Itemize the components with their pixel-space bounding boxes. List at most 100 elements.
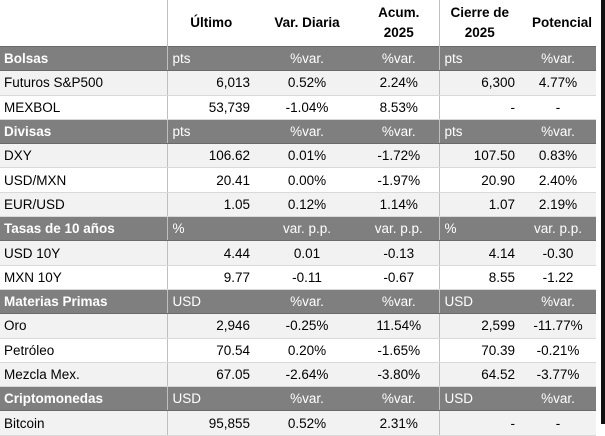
table-row: MXN 10Y 9.77 -0.11 -0.67 8.55 -1.22	[0, 265, 596, 290]
header-row: Último Var. Diaria Acum. 2025 Cierre de …	[0, 0, 596, 47]
section-row: Criptomonedas USD %var. %var. USD %var.	[0, 386, 596, 412]
section-unit-var: %var.	[255, 45, 359, 72]
row-potencial: -	[520, 95, 596, 120]
section-unit-acum: %var.	[359, 386, 440, 412]
row-acum: -1.65%	[359, 338, 440, 363]
row-name: Oro	[0, 313, 167, 339]
section-row: Tasas de 10 años% var. p.p. var. p.p.% var.…	[0, 216, 596, 242]
row-var-diaria: -0.11	[255, 265, 359, 290]
row-ultimo: 95,855	[166, 410, 255, 436]
row-ultimo: 67.05	[166, 362, 255, 388]
table-row: MEXBOL 53,739 -1.04% 8.53% - -	[0, 95, 596, 120]
row-var-diaria: 0.52%	[255, 70, 359, 96]
section-unit-cierre: %	[438, 216, 520, 242]
section-unit-potencial: %var.	[520, 118, 596, 145]
row-potencial: -11.77%	[520, 313, 596, 339]
row-var-diaria: -0.25%	[255, 313, 359, 339]
row-name: USD/MXN	[0, 167, 167, 193]
row-acum: -0.13	[359, 240, 440, 266]
section-unit-ultimo: USD	[166, 386, 255, 412]
section-unit-var: %var.	[255, 288, 359, 315]
section-unit-cierre: USD	[438, 288, 520, 315]
row-var-diaria: -1.04%	[255, 95, 359, 120]
row-potencial: -0.30	[520, 240, 596, 266]
table-row: Bitcoin 95,855 0.52% 2.31% - -	[0, 410, 596, 436]
header-acum: Acum. 2025	[359, 0, 440, 47]
row-name: Futuros S&P500	[0, 70, 167, 96]
row-potencial: -0.21%	[520, 338, 596, 363]
table-row: Petróleo 70.54 0.20% -1.65% 70.39 -0.21%	[0, 338, 596, 363]
table-row: EUR/USD 1.05 0.12% 1.14% 1.07 2.19%	[0, 192, 596, 218]
section-unit-ultimo: USD	[166, 288, 255, 315]
row-var-diaria: 0.00%	[255, 167, 359, 193]
section-unit-potencial: %var.	[520, 288, 596, 315]
row-acum: -3.80%	[359, 362, 440, 388]
row-var-diaria: 0.12%	[255, 192, 359, 218]
row-ultimo: 70.54	[166, 338, 255, 363]
row-cierre: 2,599	[438, 313, 520, 339]
section-unit-ultimo: pts	[166, 118, 255, 145]
section-title: Tasas de 10 años	[0, 216, 167, 242]
row-ultimo: 1.05	[166, 192, 255, 218]
section-unit-cierre: pts	[438, 118, 520, 145]
section-row: Bolsas pts %var. %var. pts %var.	[0, 45, 596, 72]
row-acum: -1.97%	[359, 167, 440, 193]
row-name: Bitcoin	[0, 410, 167, 436]
row-acum: 2.24%	[359, 70, 440, 96]
row-ultimo: 20.41	[166, 167, 255, 193]
section-unit-cierre: USD	[438, 386, 520, 412]
row-acum: 1.14%	[359, 192, 440, 218]
header-var-diaria: Var. Diaria	[255, 0, 359, 47]
row-acum: -1.72%	[359, 143, 440, 169]
table-row: USD 10Y 4.44 0.01 -0.13 4.14 -0.30	[0, 240, 596, 266]
header-potencial: Potencial	[520, 0, 596, 47]
row-var-diaria: 0.01	[255, 240, 359, 266]
section-unit-var: var. p.p.	[255, 216, 359, 242]
section-title: Criptomonedas	[0, 386, 167, 412]
row-cierre: -	[438, 410, 520, 436]
section-unit-var: %var.	[255, 386, 359, 412]
row-potencial: 2.19%	[520, 192, 596, 218]
row-potencial: -3.77%	[520, 362, 596, 388]
row-ultimo: 2,946	[166, 313, 255, 339]
section-unit-potencial: %var.	[520, 45, 596, 72]
row-var-diaria: 0.20%	[255, 338, 359, 363]
row-acum: 8.53%	[359, 95, 440, 120]
row-name: Petróleo	[0, 338, 167, 363]
table-row: USD/MXN 20.41 0.00% -1.97% 20.90 2.40%	[0, 167, 596, 193]
row-var-diaria: -2.64%	[255, 362, 359, 388]
section-unit-acum: var. p.p.	[359, 216, 440, 242]
row-ultimo: 53,739	[166, 95, 255, 120]
table-row: Oro 2,946 -0.25% 11.54% 2,599 -11.77%	[0, 313, 596, 339]
row-cierre: 8.55	[438, 265, 520, 290]
section-row: Materias Primas USD %var. %var. USD %var.	[0, 288, 596, 315]
row-ultimo: 9.77	[166, 265, 255, 290]
row-name: EUR/USD	[0, 192, 167, 218]
row-cierre: 64.52	[438, 362, 520, 388]
section-unit-ultimo: pts	[166, 45, 255, 72]
row-acum: 2.31%	[359, 410, 440, 436]
row-potencial: -	[520, 410, 596, 436]
row-cierre: 6,300	[438, 70, 520, 96]
row-cierre: 4.14	[438, 240, 520, 266]
row-name: Mezcla Mex.	[0, 362, 167, 388]
row-cierre: 1.07	[438, 192, 520, 218]
row-potencial: -1.22	[520, 265, 596, 290]
row-name: MXN 10Y	[0, 265, 167, 290]
section-unit-ultimo: %	[166, 216, 255, 242]
section-title: Materias Primas	[0, 288, 167, 315]
header-cierre: Cierre de 2025	[439, 0, 520, 47]
header-name	[0, 0, 167, 47]
row-cierre: 107.50	[438, 143, 520, 169]
section-unit-acum: %var.	[359, 288, 440, 315]
row-potencial: 4.77%	[520, 70, 596, 96]
row-cierre: 20.90	[438, 167, 520, 193]
row-cierre: -	[438, 95, 520, 120]
section-row: Divisas pts %var. %var. pts %var.	[0, 118, 596, 145]
row-acum: -0.67	[359, 265, 440, 290]
table-row: Mezcla Mex. 67.05 -2.64% -3.80% 64.52 -3.77%	[0, 362, 596, 388]
row-ultimo: 4.44	[166, 240, 255, 266]
section-unit-var: %var.	[255, 118, 359, 145]
